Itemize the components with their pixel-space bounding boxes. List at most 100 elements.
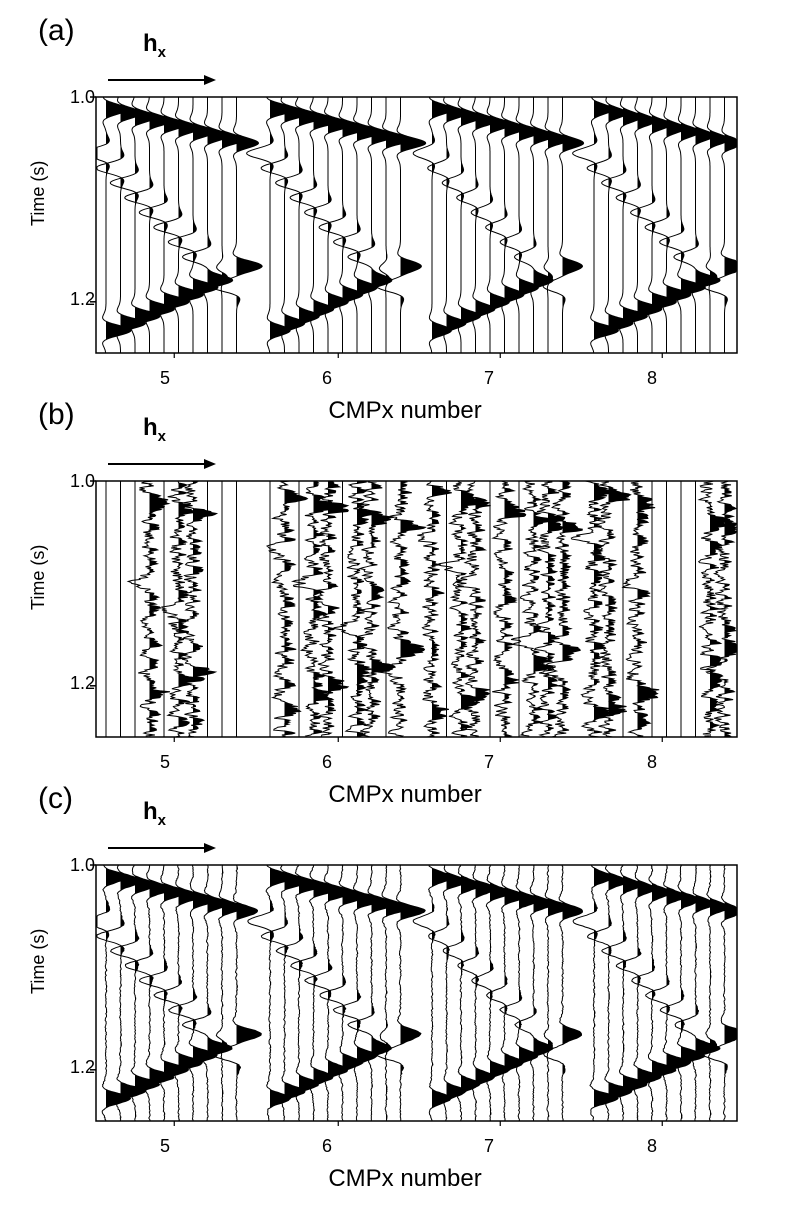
trace	[673, 97, 721, 353]
x-tick-label: 8	[646, 368, 657, 388]
trace	[485, 97, 527, 353]
trace	[124, 96, 176, 353]
trace	[318, 97, 369, 353]
trace	[290, 480, 339, 738]
plot-frame	[95, 864, 738, 1122]
trace	[442, 864, 483, 1122]
panel-label: (b)	[38, 398, 75, 431]
trace	[644, 97, 692, 353]
x-tick-label: 6	[321, 368, 332, 388]
panel-label: (c)	[38, 782, 73, 815]
y-tick-label: 1.2	[69, 289, 95, 309]
offset-axis-label: hx	[143, 798, 167, 829]
trace	[275, 96, 325, 353]
trace	[353, 480, 397, 738]
trace	[704, 480, 738, 738]
trace	[319, 864, 368, 1122]
trace	[702, 864, 737, 1122]
offset-arrow	[108, 843, 216, 853]
panel-c: (c) hx Time (s) 1.0 1.2 5 6 7 8 CMPx num…	[0, 768, 790, 1192]
offset-arrow	[108, 75, 216, 85]
trace	[457, 864, 496, 1122]
trace	[265, 480, 309, 738]
trace	[124, 864, 175, 1122]
y-axis-label: Time (s)	[28, 544, 48, 610]
trace	[333, 480, 376, 738]
trace	[182, 864, 233, 1122]
panel-b: (b) hx Time (s) 1.0 1.2 5 6 7 8 CMPx num…	[0, 384, 790, 808]
trace	[486, 864, 526, 1122]
trace	[377, 480, 427, 738]
trace	[376, 864, 426, 1122]
trace	[436, 480, 484, 738]
trace	[305, 480, 350, 738]
trace	[543, 864, 584, 1122]
trace	[167, 97, 219, 353]
x-tick-label: 6	[321, 752, 332, 772]
trace	[615, 865, 662, 1122]
trace	[161, 480, 206, 738]
trace	[260, 96, 311, 353]
y-tick-label: 1.0	[69, 855, 95, 875]
trace	[427, 96, 469, 353]
x-tick-label: 8	[646, 1136, 657, 1156]
x-tick-label: 5	[159, 752, 170, 772]
trace	[247, 864, 295, 1122]
trace	[631, 864, 677, 1122]
x-tick-label: 7	[483, 752, 494, 772]
x-axis-label: CMPx number	[328, 1165, 482, 1192]
offset-axis-label: hx	[143, 30, 167, 61]
x-tick-label: 6	[321, 1136, 332, 1156]
trace	[210, 864, 262, 1122]
trace	[139, 865, 190, 1122]
trace	[572, 864, 619, 1122]
x-tick-label: 5	[159, 368, 170, 388]
x-tick-label: 7	[483, 1136, 494, 1156]
trace	[601, 96, 648, 353]
trace	[109, 96, 161, 353]
trace	[168, 480, 219, 738]
wiggle-plot-c	[90, 843, 738, 1126]
trace	[491, 480, 527, 738]
wiggle-plot-b	[90, 459, 738, 742]
y-axis-label: Time (s)	[28, 928, 48, 994]
x-tick-label: 8	[646, 752, 657, 772]
trace	[674, 864, 721, 1122]
trace	[96, 96, 132, 354]
trace	[168, 864, 218, 1122]
x-axis-label: CMPx number	[328, 397, 482, 424]
trace	[110, 864, 161, 1122]
trace	[542, 97, 585, 353]
y-tick-label: 1.2	[69, 673, 95, 693]
trace	[586, 96, 634, 353]
trace	[630, 97, 677, 353]
trace	[441, 96, 483, 353]
trace	[510, 480, 557, 738]
trace	[601, 864, 648, 1122]
trace	[153, 864, 204, 1122]
trace	[332, 864, 383, 1122]
trace	[514, 97, 556, 353]
panel-a: (a) hx Time (s) 1.0 1.2 5 6 7 8 CMPx num…	[0, 0, 790, 424]
plot-frame	[95, 480, 738, 738]
y-tick-label: 1.0	[69, 87, 95, 107]
trace	[615, 96, 663, 353]
trace	[275, 864, 325, 1122]
trace	[290, 864, 339, 1122]
trace	[543, 480, 583, 738]
trace	[96, 864, 147, 1122]
trace	[452, 480, 491, 738]
trace	[126, 480, 171, 738]
trace	[182, 97, 234, 353]
trace	[621, 480, 660, 738]
trace	[701, 97, 737, 353]
trace	[210, 97, 263, 353]
x-tick-label: 7	[483, 368, 494, 388]
trace	[375, 97, 427, 353]
trace	[428, 864, 469, 1122]
trace	[96, 864, 132, 1122]
x-tick-label: 5	[159, 1136, 170, 1156]
trace	[659, 97, 706, 353]
trace	[586, 864, 633, 1122]
trace	[645, 864, 692, 1121]
